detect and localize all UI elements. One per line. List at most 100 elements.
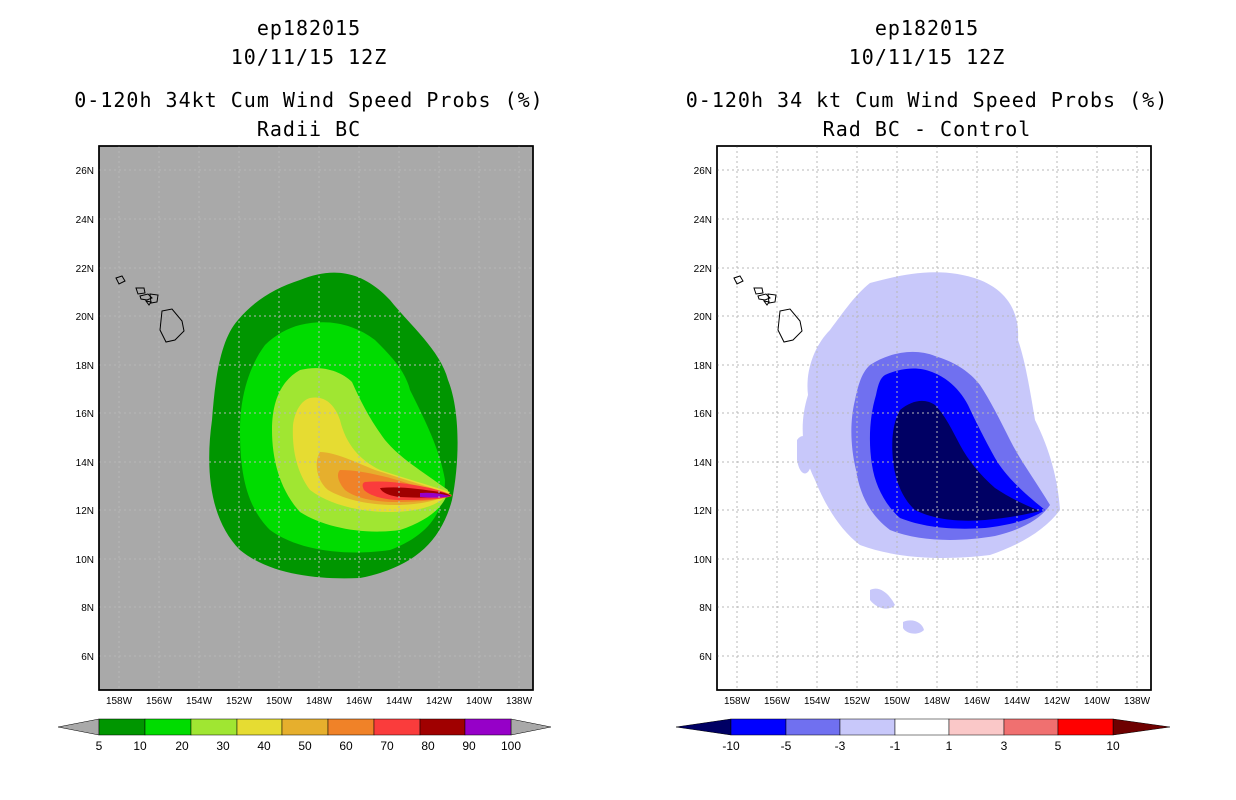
colorbar-swatch — [1057, 718, 1114, 736]
colorbar-label: 30 — [216, 739, 230, 753]
colorbar-label: 5 — [1055, 739, 1062, 753]
lon-label: 146W — [346, 696, 373, 707]
colorbar-swatch — [236, 718, 283, 736]
left-colorbar-high-arrow — [510, 718, 552, 736]
left-title-block: ep182015 10/11/15 12Z 0-120h 34kt Cum Wi… — [0, 14, 618, 144]
right-title-block: ep182015 10/11/15 12Z 0-120h 34 kt Cum W… — [618, 14, 1236, 144]
lat-label: 6N — [699, 652, 712, 663]
right-contour-minus10 — [892, 400, 1040, 521]
colorbar-swatch — [281, 718, 329, 736]
lat-label: 8N — [699, 603, 712, 614]
right-lat-labels: 26N 24N 22N 20N 18N 16N 14N 12N 10N 8N 6… — [694, 166, 712, 663]
lon-label: 144W — [1004, 696, 1031, 707]
colorbar-swatch — [144, 718, 192, 736]
lat-label: 22N — [76, 264, 94, 275]
colorbar-label: 80 — [421, 739, 435, 753]
colorbar-label: 70 — [380, 739, 394, 753]
left-map: 26N 24N 22N 20N 18N 16N 14N 12N 10N 8N 6… — [76, 145, 534, 707]
lon-label: 138W — [1124, 696, 1151, 707]
left-contour-90 — [420, 492, 450, 498]
left-colorbar-low-arrow — [57, 718, 100, 736]
right-colorbar-high-arrow — [1112, 718, 1171, 736]
lat-label: 20N — [694, 312, 712, 323]
lon-label: 148W — [924, 696, 951, 707]
right-contour-minus1-patch — [797, 436, 812, 474]
right-lon-labels: 158W 156W 154W 152W 150W 148W 146W 144W … — [724, 696, 1151, 707]
lon-label: 144W — [386, 696, 413, 707]
lon-label: 142W — [1044, 696, 1071, 707]
colorbar-label: 10 — [1106, 739, 1120, 753]
colorbar-label: 3 — [1001, 739, 1008, 753]
left-storm-id: ep182015 — [256, 16, 362, 40]
colorbar-swatch — [464, 718, 512, 736]
lon-label: 140W — [1084, 696, 1111, 707]
colorbar-label: 5 — [96, 739, 103, 753]
left-lon-labels: 158W 156W 154W 152W 150W 148W 146W 144W … — [106, 696, 533, 707]
colorbar-swatch — [98, 718, 146, 736]
lat-label: 8N — [81, 603, 94, 614]
colorbar-swatch — [190, 718, 238, 736]
lon-label: 148W — [306, 696, 333, 707]
lon-label: 142W — [426, 696, 453, 707]
colorbar-swatch — [730, 718, 787, 736]
lon-label: 150W — [884, 696, 911, 707]
colorbar-label: 40 — [257, 739, 271, 753]
lon-label: 152W — [844, 696, 871, 707]
right-hawaii-islands — [733, 275, 803, 343]
left-subtitle: Radii BC — [256, 117, 362, 141]
colorbar-swatch — [327, 718, 375, 736]
lat-label: 6N — [81, 652, 94, 663]
colorbar-swatch — [894, 718, 950, 736]
colorbar-label: -10 — [722, 739, 740, 753]
lat-label: 16N — [76, 409, 94, 420]
lat-label: 10N — [694, 555, 712, 566]
right-map: 26N 24N 22N 20N 18N 16N 14N 12N 10N 8N 6… — [694, 145, 1152, 707]
lon-label: 154W — [186, 696, 213, 707]
colorbar-swatch — [373, 718, 421, 736]
lat-label: 16N — [694, 409, 712, 420]
colorbar-label: 20 — [175, 739, 189, 753]
lon-label: 154W — [804, 696, 831, 707]
colorbar-swatch — [948, 718, 1005, 736]
lon-label: 146W — [964, 696, 991, 707]
lat-label: 18N — [76, 361, 94, 372]
left-lat-labels: 26N 24N 22N 20N 18N 16N 14N 12N 10N 8N 6… — [76, 166, 94, 663]
right-storm-id: ep182015 — [874, 16, 980, 40]
left-colorbar: 5 10 20 30 40 50 60 70 80 90 100 — [57, 718, 552, 753]
lon-label: 150W — [266, 696, 293, 707]
colorbar-swatch — [839, 718, 896, 736]
lon-label: 158W — [106, 696, 133, 707]
colorbar-label: 10 — [133, 739, 147, 753]
lat-label: 26N — [76, 166, 94, 177]
lon-label: 156W — [146, 696, 173, 707]
colorbar-label: -1 — [890, 739, 901, 753]
colorbar-label: -5 — [781, 739, 792, 753]
lat-label: 26N — [694, 166, 712, 177]
right-colorbar: -10 -5 -3 -1 1 3 5 10 — [675, 718, 1171, 753]
lat-label: 12N — [694, 506, 712, 517]
lat-label: 20N — [76, 312, 94, 323]
lat-label: 18N — [694, 361, 712, 372]
lon-label: 158W — [724, 696, 751, 707]
lat-label: 10N — [76, 555, 94, 566]
colorbar-swatch — [785, 718, 841, 736]
left-gridlines — [99, 146, 533, 690]
right-title: 0-120h 34 kt Cum Wind Speed Probs (%) — [685, 88, 1169, 112]
lon-label: 152W — [226, 696, 253, 707]
right-datetime: 10/11/15 12Z — [848, 45, 1006, 69]
lat-label: 22N — [694, 264, 712, 275]
lon-label: 156W — [764, 696, 791, 707]
lat-label: 14N — [76, 458, 94, 469]
colorbar-label: 100 — [501, 739, 521, 753]
left-datetime: 10/11/15 12Z — [230, 45, 388, 69]
left-hawaii-islands — [115, 275, 185, 343]
right-gridlines — [717, 146, 1151, 690]
lat-label: 24N — [694, 215, 712, 226]
colorbar-label: 90 — [462, 739, 476, 753]
right-contour-minus1-patch — [870, 588, 895, 609]
colorbar-label: 60 — [339, 739, 353, 753]
right-contour-minus1-patch — [903, 620, 924, 634]
lat-label: 12N — [76, 506, 94, 517]
right-subtitle: Rad BC - Control — [822, 117, 1032, 141]
